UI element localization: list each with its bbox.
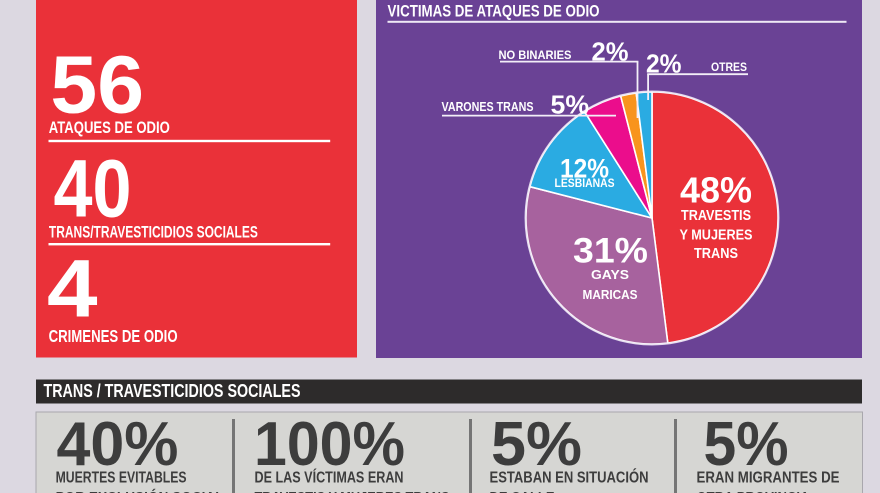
- svg-text:5%: 5%: [704, 410, 789, 479]
- svg-text:ERAN MIGRANTES DE: ERAN MIGRANTES DE: [697, 470, 840, 487]
- svg-text:ATAQUES DE ODIO: ATAQUES DE ODIO: [49, 119, 170, 137]
- svg-text:100%: 100%: [254, 410, 405, 479]
- svg-text:4: 4: [47, 243, 98, 334]
- svg-text:NO BINARIES: NO BINARIES: [499, 48, 572, 62]
- svg-text:TRANS / TRAVESTICIDIOS SOCIALE: TRANS / TRAVESTICIDIOS SOCIALES: [44, 381, 301, 401]
- svg-text:GAYS: GAYS: [591, 267, 629, 282]
- svg-text:40: 40: [54, 143, 132, 234]
- svg-text:OTRA PROVINCIA: OTRA PROVINCIA: [697, 490, 810, 493]
- svg-text:TRANS/TRAVESTICIDIOS SOCIALES: TRANS/TRAVESTICIDIOS SOCIALES: [49, 224, 258, 242]
- svg-text:DE LAS VÍCTIMAS ERAN: DE LAS VÍCTIMAS ERAN: [255, 468, 404, 487]
- svg-text:56: 56: [50, 40, 144, 131]
- svg-text:POR EXCLUSIÓN SOCIAL: POR EXCLUSIÓN SOCIAL: [56, 488, 224, 493]
- svg-text:TRANS: TRANS: [694, 246, 738, 262]
- svg-text:40%: 40%: [57, 410, 179, 479]
- svg-text:TRAVESTIS Y MUJERES TRANS: TRAVESTIS Y MUJERES TRANS: [255, 490, 450, 493]
- svg-text:MUERTES EVITABLES: MUERTES EVITABLES: [56, 470, 187, 487]
- svg-text:2%: 2%: [646, 49, 682, 79]
- svg-text:CRIMENES DE ODIO: CRIMENES DE ODIO: [49, 326, 178, 346]
- svg-text:12%: 12%: [560, 153, 609, 183]
- svg-text:MARICAS: MARICAS: [583, 287, 638, 302]
- svg-text:DE CALLE: DE CALLE: [490, 490, 555, 493]
- svg-text:2%: 2%: [592, 37, 629, 67]
- svg-text:Y MUJERES: Y MUJERES: [680, 228, 753, 244]
- svg-text:VARONES TRANS: VARONES TRANS: [442, 99, 534, 114]
- svg-text:ESTABAN EN SITUACIÓN: ESTABAN EN SITUACIÓN: [490, 468, 649, 487]
- svg-text:48%: 48%: [680, 170, 752, 211]
- svg-text:5%: 5%: [551, 90, 590, 120]
- svg-text:OTRES: OTRES: [711, 60, 747, 74]
- svg-text:31%: 31%: [573, 231, 648, 271]
- svg-text:LESBIANAS: LESBIANAS: [555, 176, 615, 190]
- svg-text:5%: 5%: [491, 410, 582, 479]
- svg-text:TRAVESTIS: TRAVESTIS: [681, 208, 751, 224]
- svg-text:VICTIMAS DE ATAQUES DE ODIO: VICTIMAS DE ATAQUES DE ODIO: [388, 2, 600, 20]
